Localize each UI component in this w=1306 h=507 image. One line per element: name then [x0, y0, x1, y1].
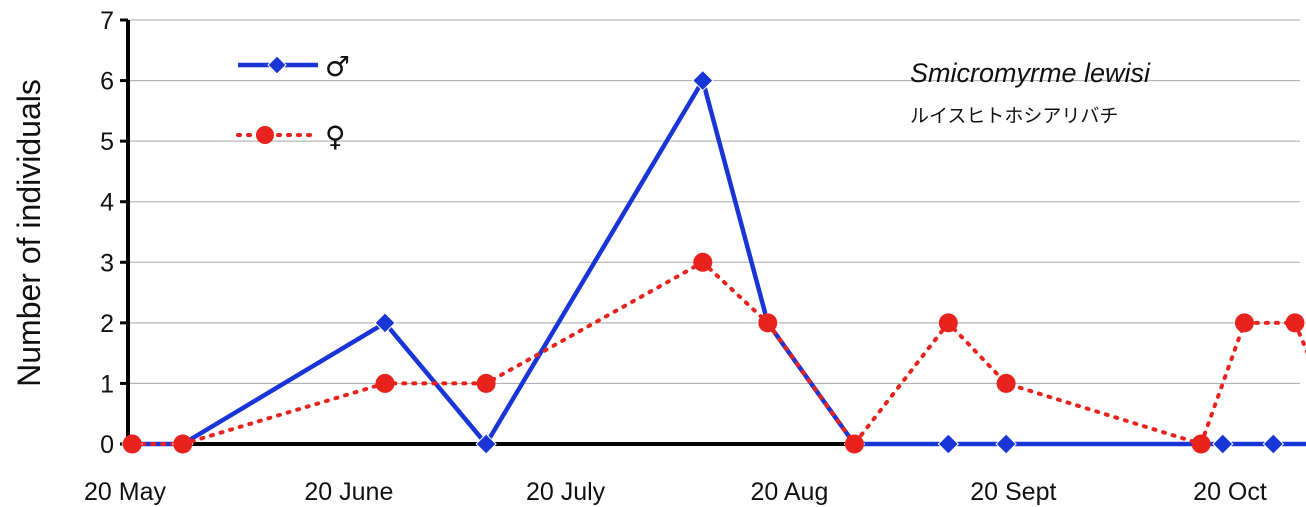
male-point-7 — [937, 433, 960, 455]
x-tick-label-0: 20 May — [84, 478, 166, 506]
male-point-8 — [995, 433, 1017, 455]
female-point-5 — [758, 313, 778, 333]
legend: ♂ ♀ — [236, 50, 350, 153]
female-point-8 — [996, 373, 1016, 393]
male-point-2 — [374, 312, 396, 334]
female-point-2 — [375, 373, 395, 393]
female-point-6 — [844, 434, 864, 454]
x-tick-label-3: 20 Aug — [751, 478, 829, 506]
y-tick-label-4: 4 — [100, 189, 114, 217]
legend-entry-female: ♀ — [236, 120, 346, 153]
female-point-0 — [122, 434, 142, 454]
legend-male-label: ♂ — [325, 50, 350, 83]
y-tick-label-7: 7 — [100, 7, 114, 35]
series-layer — [121, 69, 1306, 455]
gridlines — [128, 19, 1300, 384]
x-tick-label-1: 20 June — [304, 478, 393, 506]
female-point-4 — [693, 252, 713, 272]
female-point-3 — [476, 373, 496, 393]
female-point-1 — [173, 434, 193, 454]
legend-male-marker — [267, 55, 287, 75]
male-point-10 — [1262, 433, 1285, 455]
legend-entry-male: ♂ — [238, 50, 350, 83]
y-axis-label: Number of individuals — [11, 79, 47, 387]
y-tick-label-5: 5 — [100, 128, 114, 156]
x-tick-label-2: 20 July — [526, 478, 606, 506]
female-point-11 — [1285, 313, 1305, 333]
x-tick-label-4: 20 Sept — [970, 478, 1056, 506]
male-point-9 — [1212, 433, 1234, 455]
y-tick-label-3: 3 — [100, 249, 114, 277]
x-tick-label-5: 20 Oct — [1193, 478, 1267, 506]
y-ticks: 0 1 2 3 4 5 6 7 — [100, 7, 128, 459]
y-tick-label-6: 6 — [100, 68, 114, 96]
male-point-3 — [475, 433, 497, 455]
male-point-4 — [692, 69, 714, 92]
legend-female-label: ♀ — [325, 120, 346, 153]
species-name: Smicromyrme lewisi — [910, 58, 1151, 88]
female-point-7 — [938, 313, 958, 333]
y-tick-label-2: 2 — [100, 310, 114, 338]
y-tick-label-1: 1 — [100, 370, 114, 398]
x-ticks: 20 May 20 June 20 July 20 Aug 20 Sept 20 Oct — [84, 478, 1267, 506]
female-point-10 — [1234, 313, 1254, 333]
y-tick-label-0: 0 — [100, 431, 114, 459]
species-japanese-name: ルイスヒトホシアリバチ — [910, 105, 1118, 127]
female-point-9 — [1191, 434, 1211, 454]
series-line-1 — [130, 260, 1306, 446]
legend-female-marker — [256, 126, 274, 144]
